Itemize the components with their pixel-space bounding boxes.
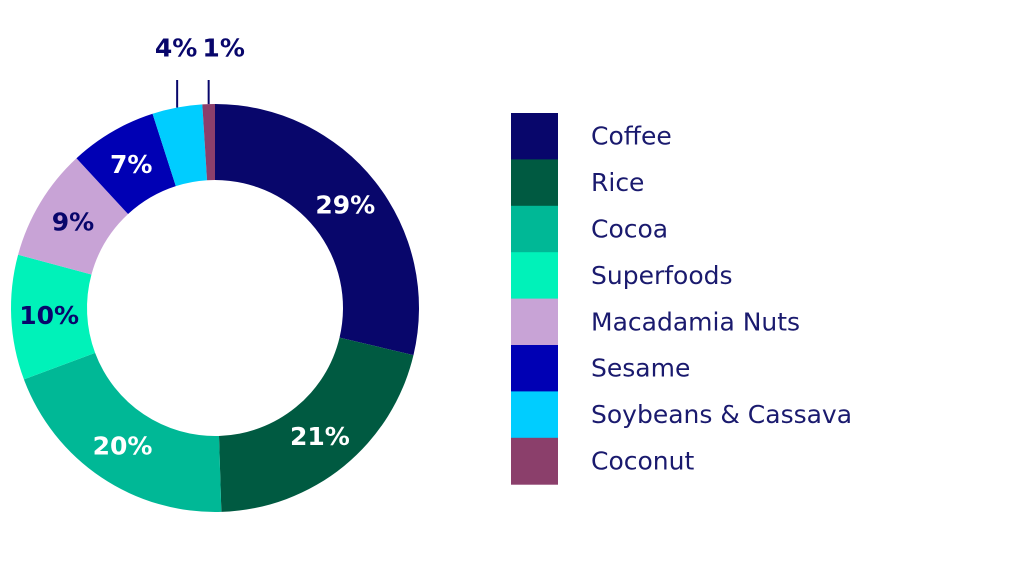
legend-swatch-coconut xyxy=(511,437,558,485)
legend: Coffee Rice Cocoa Superfoods Macadamia Nuts S… xyxy=(511,113,852,485)
legend-label-rice: Rice xyxy=(591,168,644,197)
slice-coffee xyxy=(215,104,419,356)
slice-label-coconut: 1% xyxy=(202,34,244,63)
legend-swatch-soybeans-and-cassava xyxy=(511,391,558,439)
slice-label-macadamia-nuts: 9% xyxy=(52,208,94,237)
legend-label-soybeans-and-cassava: Soybeans & Cassava xyxy=(591,400,852,429)
slice-coconut xyxy=(202,104,215,181)
legend-label-cocoa: Cocoa xyxy=(591,215,668,244)
legend-swatch-rice xyxy=(511,159,558,207)
slice-label-soybeans-and-cassava: 4% xyxy=(155,34,197,63)
slice-label-coffee: 29% xyxy=(315,191,375,220)
legend-label-macadamia-nuts: Macadamia Nuts xyxy=(591,307,800,336)
slice-cocoa xyxy=(23,352,222,512)
legend-label-sesame: Sesame xyxy=(591,354,690,383)
legend-label-coconut: Coconut xyxy=(591,447,694,476)
slice-rice xyxy=(218,337,414,512)
legend-swatch-coffee xyxy=(511,113,558,160)
slice-labels: 29% 21% 20% 10% 9% 7% 4% 1% xyxy=(19,34,375,461)
slice-label-sesame: 7% xyxy=(110,150,152,179)
slice-sesame xyxy=(76,113,176,215)
legend-swatch-cocoa xyxy=(511,205,558,253)
slice-superfoods xyxy=(10,254,96,380)
legend-swatch-superfoods xyxy=(511,252,558,300)
donut-slices xyxy=(10,104,419,512)
legend-label-superfoods: Superfoods xyxy=(591,261,733,290)
slice-soybeans-and-cassava xyxy=(152,104,208,187)
legend-swatch-macadamia-nuts xyxy=(511,298,558,346)
slice-macadamia-nuts xyxy=(18,158,129,275)
leader-lines xyxy=(176,80,210,108)
legend-swatch-sesame xyxy=(511,345,558,392)
legend-label-coffee: Coffee xyxy=(591,122,672,151)
slice-label-superfoods: 10% xyxy=(19,301,79,330)
slice-label-cocoa: 20% xyxy=(93,431,153,460)
slice-label-rice: 21% xyxy=(290,422,350,451)
